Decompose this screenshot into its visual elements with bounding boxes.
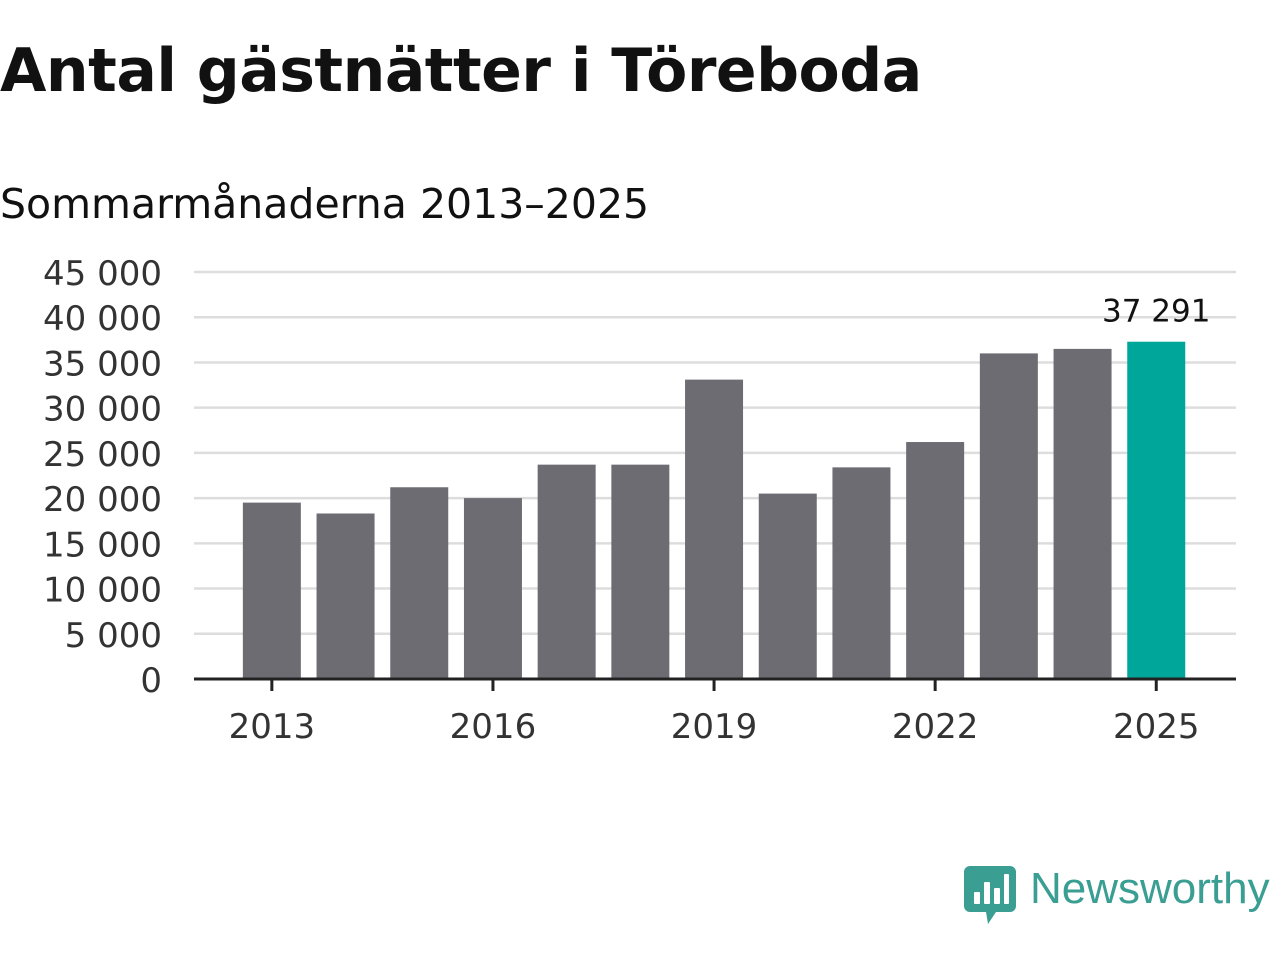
bar-2016 [463,498,522,679]
chart-subtitle: Sommarmånaderna 2013–2025 [0,180,650,228]
y-tick-label: 10 000 [43,571,162,611]
y-tick-label: 35 000 [43,344,162,384]
bar-2024 [1053,348,1112,679]
y-tick-label: 0 [140,661,162,701]
x-tick-label: 2016 [450,707,537,747]
data-labels: 37 291 [1102,294,1210,330]
bar-chart-speech-bubble-icon [964,866,1016,924]
y-tick-label: 20 000 [43,480,162,520]
bar-2017 [537,464,596,679]
y-tick-label: 5 000 [65,616,162,656]
x-tick-label: 2019 [671,707,758,747]
x-axis-ticks: 2013 2016 2019 2022 2025 [229,679,1200,747]
bars [242,341,1186,679]
y-tick-label: 40 000 [43,299,162,339]
bar-2023 [979,353,1038,679]
y-axis-ticks: 0 5 000 10 000 15 000 20 000 25 000 30 000 35 0… [43,254,162,701]
bar-2020 [758,493,817,679]
bar-2022 [906,442,965,679]
bar-2018 [611,464,670,679]
brand-name: Newsworthy [1030,864,1270,913]
y-tick-label: 25 000 [43,435,162,475]
bar-2025 [1127,341,1186,679]
x-tick-label: 2022 [892,707,979,747]
x-tick-label: 2013 [229,707,316,747]
bar-2014 [316,513,375,679]
x-tick-label: 2025 [1113,707,1200,747]
bar-2021 [832,467,891,679]
chart-title: Antal gästnätter i Töreboda [0,36,922,106]
bar-2013 [242,502,301,679]
y-tick-label: 45 000 [43,254,162,294]
newsworthy-logo: Newsworthy [964,864,1280,928]
bar-2019 [685,379,744,679]
y-tick-label: 15 000 [43,525,162,565]
bar-2015 [390,487,449,679]
y-tick-label: 30 000 [43,390,162,430]
data-label-2025: 37 291 [1102,294,1210,330]
